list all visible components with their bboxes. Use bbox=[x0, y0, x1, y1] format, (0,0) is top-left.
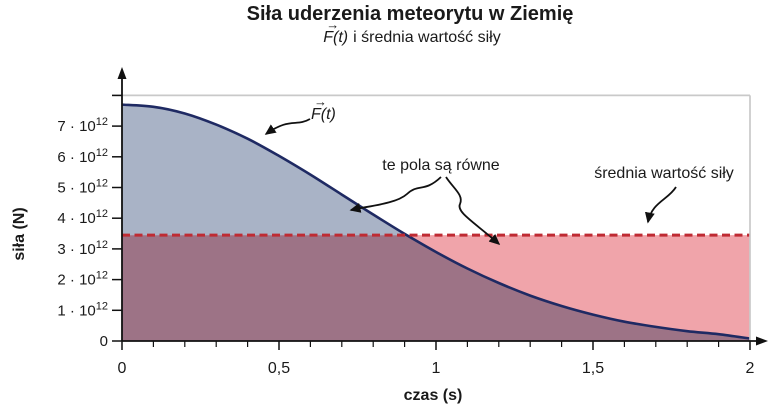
curve-annotation: → F(t) bbox=[311, 95, 336, 124]
subtitle-math: → F(t) bbox=[323, 18, 349, 47]
y-tick-label: 0 bbox=[100, 333, 108, 350]
average-force-annotation: średnia wartość siły bbox=[594, 165, 734, 182]
y-tick-label: 5 · 1012 bbox=[57, 178, 108, 197]
y-tick-label: 2 · 1012 bbox=[57, 270, 108, 289]
x-tick-label: 0,5 bbox=[268, 360, 290, 377]
x-axis-title: czas (s) bbox=[403, 387, 463, 404]
vector-arrow-icon: → bbox=[326, 17, 340, 32]
area-above-average bbox=[122, 104, 407, 236]
y-tick-label: 7 · 1012 bbox=[57, 116, 108, 135]
curve-annotation-text: F(t) bbox=[311, 106, 336, 123]
vector-arrow-icon: → bbox=[314, 94, 327, 109]
force-curve bbox=[121, 103, 751, 340]
chart-title: Siła uderzenia meteorytu w Ziemię bbox=[246, 3, 574, 25]
subtitle-rest: i średnia wartość siły bbox=[353, 29, 501, 46]
subtitle-math-text: F(t) bbox=[323, 29, 349, 46]
x-tick-label: 0 bbox=[118, 360, 127, 377]
arrow-to-blue-area bbox=[349, 176, 442, 213]
area-below-average bbox=[406, 235, 750, 339]
x-tick-label: 1,5 bbox=[582, 360, 604, 377]
arrow-to-pink-area bbox=[445, 176, 501, 245]
y-tick-label: 1 · 1012 bbox=[57, 300, 108, 319]
area-overlap bbox=[122, 235, 750, 341]
x-tick-label: 1 bbox=[432, 360, 441, 377]
y-tick-label: 6 · 1012 bbox=[57, 147, 108, 166]
y-axis-arrow-icon bbox=[117, 67, 127, 79]
x-axis-arrow-icon bbox=[756, 336, 768, 346]
arrow-to-average-line bbox=[644, 186, 677, 224]
x-tick-label: 2 bbox=[746, 360, 755, 377]
y-tick-label: 4 · 1012 bbox=[57, 208, 108, 227]
areas-equal-annotation: te pola są równe bbox=[382, 157, 500, 174]
chart-subtitle: → F(t) i średnia wartość siły bbox=[323, 18, 501, 47]
arrow-to-curve bbox=[264, 118, 311, 135]
y-tick-label: 3 · 1012 bbox=[57, 239, 108, 258]
